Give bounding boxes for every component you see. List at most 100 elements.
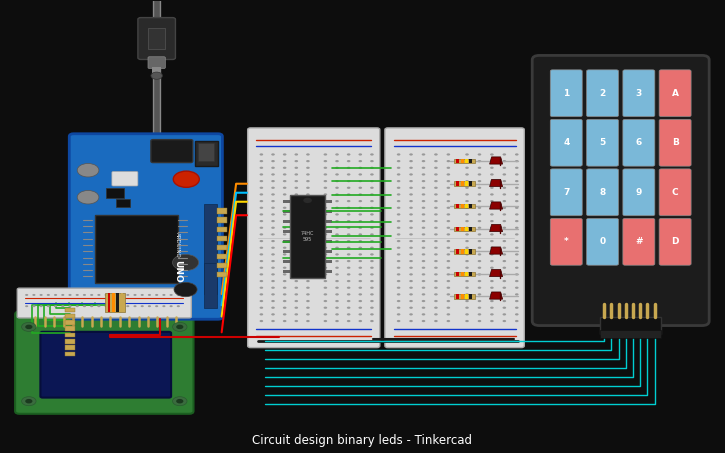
Bar	[115, 199, 130, 207]
Circle shape	[502, 207, 506, 209]
Bar	[465, 294, 468, 299]
Circle shape	[447, 220, 450, 222]
Circle shape	[502, 293, 506, 295]
Circle shape	[465, 167, 469, 169]
Text: 8: 8	[600, 188, 605, 197]
Circle shape	[434, 246, 438, 249]
Circle shape	[409, 160, 413, 162]
Circle shape	[335, 313, 339, 315]
Circle shape	[422, 307, 426, 309]
Circle shape	[271, 167, 275, 169]
Circle shape	[409, 200, 413, 202]
Circle shape	[434, 253, 438, 255]
Circle shape	[306, 246, 310, 249]
Circle shape	[323, 260, 327, 262]
Circle shape	[409, 233, 413, 236]
Circle shape	[465, 200, 469, 202]
FancyBboxPatch shape	[41, 332, 171, 398]
Circle shape	[465, 240, 469, 242]
Circle shape	[294, 313, 298, 315]
Circle shape	[335, 280, 339, 282]
Circle shape	[323, 253, 327, 255]
Circle shape	[347, 293, 350, 295]
Bar	[283, 200, 290, 203]
Circle shape	[306, 287, 310, 289]
Circle shape	[397, 220, 400, 222]
Circle shape	[478, 187, 481, 189]
Circle shape	[323, 226, 327, 229]
Circle shape	[502, 193, 506, 196]
Circle shape	[447, 287, 450, 289]
Circle shape	[335, 273, 339, 275]
Circle shape	[306, 260, 310, 262]
Bar	[457, 249, 459, 254]
Circle shape	[347, 173, 350, 176]
Circle shape	[68, 294, 72, 296]
Bar	[457, 226, 459, 231]
Circle shape	[370, 253, 373, 255]
Circle shape	[490, 240, 494, 242]
Circle shape	[370, 320, 373, 322]
Circle shape	[347, 233, 350, 236]
Bar	[325, 250, 332, 253]
Circle shape	[447, 153, 450, 155]
Bar	[106, 188, 124, 198]
Circle shape	[465, 273, 469, 275]
Circle shape	[283, 287, 286, 289]
Circle shape	[434, 200, 438, 202]
Circle shape	[323, 280, 327, 282]
Circle shape	[283, 153, 286, 155]
Circle shape	[447, 320, 450, 322]
Circle shape	[358, 233, 362, 236]
Bar	[469, 271, 472, 276]
Circle shape	[358, 207, 362, 209]
Circle shape	[422, 167, 426, 169]
Circle shape	[335, 240, 339, 242]
Circle shape	[260, 167, 263, 169]
Circle shape	[104, 294, 108, 296]
Circle shape	[434, 233, 438, 236]
FancyBboxPatch shape	[623, 119, 655, 166]
Bar	[454, 294, 475, 299]
Bar	[460, 204, 463, 208]
Circle shape	[409, 273, 413, 275]
Bar	[325, 230, 332, 233]
Bar	[325, 260, 332, 263]
Circle shape	[478, 260, 481, 262]
Circle shape	[174, 282, 197, 297]
Circle shape	[490, 220, 494, 222]
Circle shape	[490, 253, 494, 255]
FancyBboxPatch shape	[587, 218, 618, 265]
Circle shape	[260, 300, 263, 302]
Circle shape	[271, 193, 275, 196]
Circle shape	[347, 226, 350, 229]
Bar	[457, 271, 459, 276]
Circle shape	[502, 220, 506, 222]
Circle shape	[283, 253, 286, 255]
Circle shape	[515, 267, 518, 269]
Circle shape	[447, 267, 450, 269]
Circle shape	[434, 187, 438, 189]
Circle shape	[465, 173, 469, 176]
Circle shape	[25, 325, 33, 329]
Circle shape	[177, 305, 180, 307]
Circle shape	[335, 167, 339, 169]
Circle shape	[370, 273, 373, 275]
Bar	[325, 220, 332, 223]
Circle shape	[358, 287, 362, 289]
Circle shape	[358, 240, 362, 242]
Circle shape	[323, 207, 327, 209]
Circle shape	[490, 280, 494, 282]
Circle shape	[409, 193, 413, 196]
Circle shape	[478, 180, 481, 182]
Circle shape	[409, 307, 413, 309]
Circle shape	[283, 187, 286, 189]
Circle shape	[283, 307, 286, 309]
Circle shape	[358, 260, 362, 262]
Circle shape	[490, 320, 494, 322]
Circle shape	[294, 153, 298, 155]
Circle shape	[260, 233, 263, 236]
Circle shape	[306, 187, 310, 189]
Circle shape	[335, 200, 339, 202]
Circle shape	[347, 260, 350, 262]
